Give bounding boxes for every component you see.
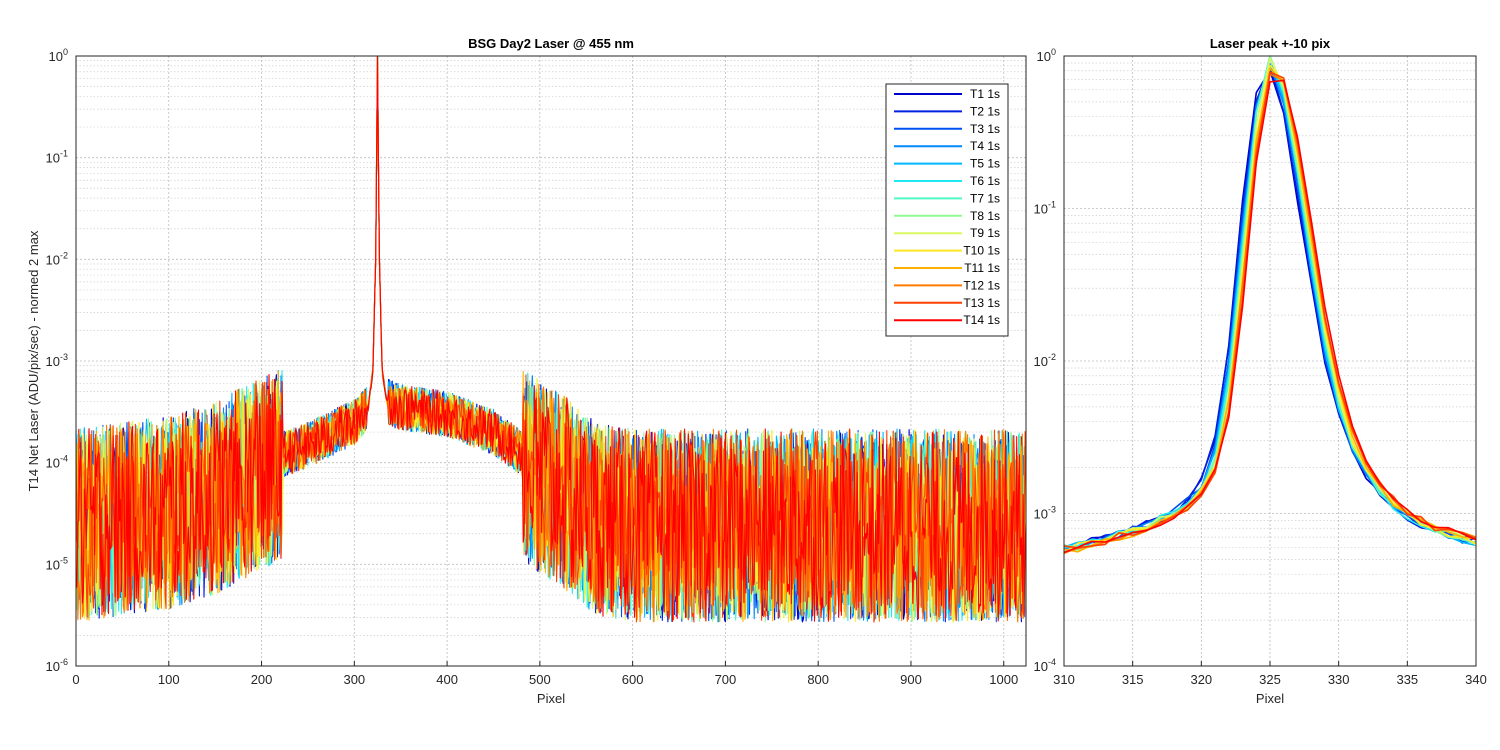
legend-label-10: T10 1s bbox=[963, 244, 1000, 258]
zoom-x-axis-label: Pixel bbox=[1256, 691, 1284, 706]
zoom-y-tick-exponent: -4 bbox=[1048, 657, 1056, 667]
zoom-x-tick-labels: 310 315 320 325 330 335 340 bbox=[1053, 672, 1487, 687]
main-x-tick-label: 1000 bbox=[989, 672, 1018, 687]
main-series-line-14 bbox=[75, 55, 1027, 623]
peak-zoom-axes: 310 315 320 325 330 335 340 10-410-310-210-110… bbox=[1034, 36, 1487, 706]
legend-label-1: T1 1s bbox=[970, 87, 1000, 101]
main-y-tick-base: 10 bbox=[46, 659, 60, 674]
legend-label-11: T11 1s bbox=[964, 261, 1000, 275]
main-y-tick-exponent: -3 bbox=[60, 352, 68, 362]
main-x-tick-label: 400 bbox=[436, 672, 458, 687]
zoom-y-tick-exponent: -1 bbox=[1048, 200, 1056, 210]
legend-label-9: T9 1s bbox=[970, 226, 1000, 240]
main-x-tick-label: 100 bbox=[158, 672, 180, 687]
zoom-x-tick-label: 325 bbox=[1259, 672, 1281, 687]
main-y-tick-base: 10 bbox=[46, 354, 60, 369]
zoom-x-tick-label: 335 bbox=[1396, 672, 1418, 687]
zoom-series-line-14 bbox=[1063, 79, 1477, 554]
main-y-tick-base: 10 bbox=[49, 49, 63, 64]
main-y-tick-base: 10 bbox=[46, 557, 60, 572]
main-series-lines bbox=[75, 55, 1027, 623]
zoom-x-tick-label: 320 bbox=[1190, 672, 1212, 687]
main-x-tick-label: 300 bbox=[343, 672, 365, 687]
main-x-tick-label: 0 bbox=[72, 672, 79, 687]
main-y-tick-label: 10-1 bbox=[46, 149, 68, 166]
zoom-x-tick-label: 340 bbox=[1465, 672, 1487, 687]
main-y-tick-base: 10 bbox=[46, 151, 60, 166]
main-y-tick-label: 100 bbox=[49, 47, 68, 64]
zoom-y-tick-label: 10-2 bbox=[1034, 352, 1056, 369]
legend-label-8: T8 1s bbox=[970, 209, 1000, 223]
zoom-y-tick-base: 10 bbox=[1034, 659, 1048, 674]
legend-label-2: T2 1s bbox=[970, 104, 1000, 118]
zoom-y-tick-label: 100 bbox=[1037, 47, 1056, 64]
main-y-tick-exponent: -2 bbox=[60, 250, 68, 260]
main-y-tick-exponent: -6 bbox=[60, 657, 68, 667]
main-y-tick-exponent: -4 bbox=[60, 454, 68, 464]
main-x-tick-label: 600 bbox=[622, 672, 644, 687]
legend: T1 1s T2 1s T3 1s T4 1s T5 1s T6 1s T7 1s T8 1s… bbox=[885, 83, 1009, 337]
zoom-series-line-9 bbox=[1063, 57, 1477, 549]
main-y-tick-base: 10 bbox=[46, 252, 60, 267]
main-y-tick-label: 10-3 bbox=[46, 352, 68, 369]
zoom-axes-box bbox=[1063, 55, 1477, 667]
main-series-line-13 bbox=[75, 56, 1027, 623]
main-x-tick-label: 500 bbox=[529, 672, 551, 687]
main-spectrum-axes: 0 100 200 300 400 500 600 700 800 900 1000 10-610-… bbox=[26, 36, 1027, 706]
main-y-tick-label: 10-6 bbox=[46, 657, 68, 674]
legend-box bbox=[885, 83, 1009, 337]
main-y-tick-label: 10-4 bbox=[46, 454, 68, 471]
main-y-tick-exponent: -5 bbox=[60, 555, 68, 565]
zoom-y-tick-base: 10 bbox=[1034, 202, 1048, 217]
main-x-tick-label: 800 bbox=[807, 672, 829, 687]
zoom-y-tick-base: 10 bbox=[1034, 507, 1048, 522]
zoom-y-tick-exponent: -3 bbox=[1048, 505, 1056, 515]
main-y-tick-base: 10 bbox=[46, 456, 60, 471]
legend-label-5: T5 1s bbox=[970, 157, 1000, 171]
zoom-y-tick-label: 10-4 bbox=[1034, 657, 1056, 674]
main-y-tick-label: 10-5 bbox=[46, 555, 68, 572]
zoom-y-tick-base: 10 bbox=[1037, 49, 1051, 64]
legend-label-13: T13 1s bbox=[963, 296, 1000, 310]
main-y-tick-exponent: -1 bbox=[60, 149, 68, 159]
legend-label-12: T12 1s bbox=[963, 278, 1000, 292]
main-chart-title: BSG Day2 Laser @ 455 nm bbox=[468, 36, 634, 51]
legend-label-14: T14 1s bbox=[963, 313, 1000, 327]
zoom-x-tick-label: 310 bbox=[1053, 672, 1075, 687]
main-x-axis-label: Pixel bbox=[537, 691, 565, 706]
legend-label-6: T6 1s bbox=[970, 174, 1000, 188]
main-x-tick-label: 900 bbox=[900, 672, 922, 687]
main-axes-box bbox=[75, 55, 1027, 667]
zoom-y-tick-label: 10-3 bbox=[1034, 505, 1056, 522]
main-y-axis-label: T14 Net Laser (ADU/pix/sec) - normed 2 m… bbox=[26, 230, 41, 491]
zoom-y-tick-label: 10-1 bbox=[1034, 200, 1056, 217]
legend-label-3: T3 1s bbox=[970, 122, 1000, 136]
main-x-tick-labels: 0 100 200 300 400 500 600 700 800 900 1000 bbox=[72, 672, 1018, 687]
zoom-y-tick-exponent: 0 bbox=[1051, 47, 1056, 57]
main-x-tick-label: 700 bbox=[715, 672, 737, 687]
main-y-tick-exponent: 0 bbox=[63, 47, 68, 57]
zoom-series-line-13 bbox=[1063, 71, 1477, 549]
zoom-y-tick-exponent: -2 bbox=[1048, 352, 1056, 362]
main-x-tick-label: 200 bbox=[251, 672, 273, 687]
zoom-y-tick-base: 10 bbox=[1034, 354, 1048, 369]
legend-label-4: T4 1s bbox=[970, 139, 1000, 153]
legend-label-7: T7 1s bbox=[970, 191, 1000, 205]
zoom-chart-title: Laser peak +-10 pix bbox=[1210, 36, 1331, 51]
main-y-tick-label: 10-2 bbox=[46, 250, 68, 267]
zoom-x-tick-label: 330 bbox=[1328, 672, 1350, 687]
zoom-x-tick-label: 315 bbox=[1122, 672, 1144, 687]
